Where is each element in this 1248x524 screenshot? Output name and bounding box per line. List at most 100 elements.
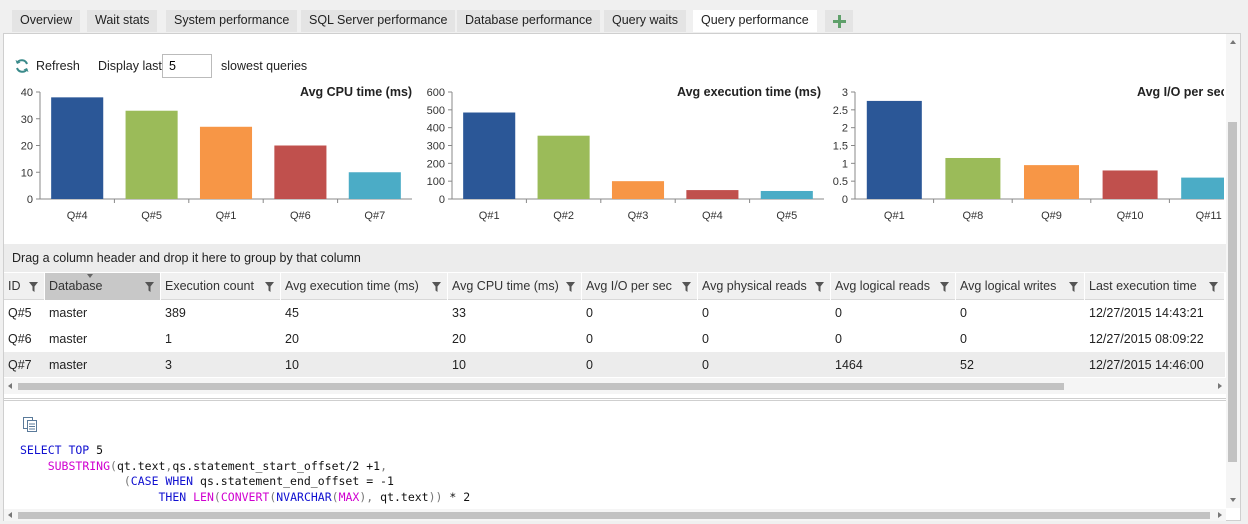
- display-count-input[interactable]: [162, 54, 212, 78]
- y-tick-label: 600: [427, 87, 445, 99]
- column-header-label: Execution count: [165, 279, 254, 293]
- tab-query-waits[interactable]: Query waits: [604, 10, 686, 32]
- bar-Q6[interactable]: [274, 145, 327, 200]
- refresh-button[interactable]: Refresh: [36, 59, 80, 73]
- table-cell: 0: [835, 306, 842, 320]
- bar-Q11[interactable]: [1181, 177, 1224, 199]
- sql-token: qs.statement_start_offset/2 +1: [172, 458, 381, 473]
- y-tick-label: 3: [842, 87, 848, 99]
- scroll-thumb[interactable]: [1228, 122, 1237, 462]
- bar-Q7[interactable]: [348, 172, 401, 199]
- table-cell: 20: [452, 332, 466, 346]
- filter-icon[interactable]: [815, 282, 824, 292]
- y-tick-label: 0: [439, 194, 445, 206]
- bar-Q5[interactable]: [760, 190, 813, 199]
- tab-overview[interactable]: Overview: [12, 10, 81, 32]
- y-tick-label: 100: [427, 176, 445, 188]
- column-header-database[interactable]: Database: [45, 273, 161, 300]
- sql-token: (: [213, 489, 221, 504]
- x-tick-label: Q#1: [216, 210, 237, 222]
- table-row[interactable]: Q#7 master 3 10 10 0 0 1464 52 12/27/2015 14:46:0…: [4, 352, 1225, 378]
- bar-Q8[interactable]: [945, 157, 1001, 199]
- sql-text-viewer[interactable]: SELECT TOP 5 SUBSTRING(qt.text,qs.statem…: [20, 443, 470, 505]
- bar-Q1[interactable]: [866, 100, 922, 199]
- column-header-avg-physical-reads[interactable]: Avg physical reads: [698, 273, 831, 300]
- table-cell: 0: [702, 332, 709, 346]
- column-header-execution-count[interactable]: Execution count: [161, 273, 281, 300]
- plus-icon[interactable]: [825, 10, 853, 32]
- tab-sql-server-performance[interactable]: SQL Server performance: [301, 10, 456, 32]
- group-by-panel[interactable]: Drag a column header and drop it here to…: [4, 244, 1240, 272]
- scroll-thumb[interactable]: [18, 383, 1064, 390]
- scroll-right-icon[interactable]: [1218, 383, 1222, 389]
- filter-icon[interactable]: [145, 282, 154, 292]
- column-header-avg-logical-reads[interactable]: Avg logical reads: [831, 273, 956, 300]
- x-tick-label: Q#8: [963, 210, 984, 222]
- filter-icon[interactable]: [940, 282, 949, 292]
- column-header-avg-execution-time-ms[interactable]: Avg execution time (ms): [281, 273, 448, 300]
- bar-Q2[interactable]: [537, 135, 590, 199]
- sql-token: qt.text: [116, 458, 166, 473]
- y-tick-label: 0: [842, 194, 848, 206]
- tab-wait-stats[interactable]: Wait stats: [87, 10, 158, 32]
- tab-query-performance[interactable]: Query performance: [693, 10, 817, 32]
- tab-system-performance[interactable]: System performance: [166, 10, 298, 32]
- filter-icon[interactable]: [566, 282, 575, 292]
- table-cell: 389: [165, 306, 186, 320]
- sql-token: [20, 459, 48, 473]
- column-header-id[interactable]: ID: [4, 273, 45, 300]
- sql-horizontal-scrollbar[interactable]: [4, 509, 1226, 521]
- chart-avg-io-per-sec-plot: 0 0.5 1 1.5 2 2.5 3 Q#1 Q#8 Q#9 Q#10 Q#11: [833, 87, 1224, 222]
- bar-Q10[interactable]: [1102, 170, 1158, 199]
- filter-icon[interactable]: [265, 282, 274, 292]
- scroll-left-icon[interactable]: [8, 383, 12, 389]
- column-header-avg-cpu-time-ms[interactable]: Avg CPU time (ms): [448, 273, 582, 300]
- x-tick-label: Q#2: [553, 210, 574, 222]
- sql-token: * 2: [442, 489, 471, 504]
- bar-Q4[interactable]: [51, 97, 104, 199]
- column-header-avg-i-o-per-sec[interactable]: Avg I/O per sec: [582, 273, 698, 300]
- tab-database-performance[interactable]: Database performance: [457, 10, 601, 32]
- chart-avg-execution-time: 0 100 200 300 400 500 600 Q#1 Q#2 Q#3 Q#4 Q#5 Avg e…: [416, 82, 828, 232]
- scroll-up-icon[interactable]: [1230, 40, 1236, 44]
- bar-Q5[interactable]: [125, 110, 178, 199]
- x-tick-label: Q#10: [1117, 210, 1144, 222]
- bar-Q1[interactable]: [199, 126, 253, 199]
- copy-icon[interactable]: [22, 416, 38, 432]
- query-grid: ID Database Execution count Avg execution t…: [4, 273, 1225, 378]
- table-cell: 0: [586, 358, 593, 372]
- scroll-down-icon[interactable]: [1230, 498, 1236, 502]
- filter-icon[interactable]: [682, 282, 691, 292]
- x-tick-label: Q#5: [141, 210, 162, 222]
- slowest-queries-label: slowest queries: [221, 59, 308, 73]
- table-cell: 45: [285, 306, 299, 320]
- y-tick-label: 2.5: [833, 105, 848, 117]
- bar-Q4[interactable]: [686, 190, 739, 199]
- column-header-last-execution-time[interactable]: Last execution time: [1085, 273, 1225, 300]
- splitter[interactable]: [4, 398, 1226, 401]
- grid-horizontal-scrollbar[interactable]: [4, 378, 1226, 394]
- scroll-thumb[interactable]: [18, 512, 1210, 519]
- sql-line: SUBSTRING(qt.text,qs.statement_start_off…: [20, 459, 470, 475]
- bar-Q9[interactable]: [1023, 165, 1080, 199]
- table-row[interactable]: Q#5 master 389 45 33 0 0 0 0 12/27/2015 14:43:21: [4, 300, 1225, 326]
- grid-header: ID Database Execution count Avg execution t…: [4, 273, 1225, 300]
- x-tick-label: Q#6: [290, 210, 311, 222]
- column-header-avg-logical-writes[interactable]: Avg logical writes: [956, 273, 1085, 300]
- scroll-left-icon[interactable]: [8, 512, 12, 518]
- filter-icon[interactable]: [1209, 282, 1218, 292]
- refresh-icon[interactable]: [14, 58, 30, 74]
- table-row[interactable]: Q#6 master 1 20 20 0 0 0 0 12/27/2015 08:09:22: [4, 326, 1225, 352]
- filter-icon[interactable]: [432, 282, 441, 292]
- bar-Q1[interactable]: [463, 112, 516, 199]
- scroll-right-icon[interactable]: [1218, 512, 1222, 518]
- sql-line: SELECT TOP 5: [20, 443, 470, 459]
- panel-vertical-scrollbar[interactable]: [1226, 34, 1240, 508]
- sql-token: ,: [380, 458, 388, 473]
- filter-icon[interactable]: [1069, 282, 1078, 292]
- filter-icon[interactable]: [29, 282, 38, 292]
- sort-descending-icon: [87, 274, 93, 278]
- sql-token: [20, 490, 158, 504]
- sql-token: SUBSTRING: [47, 458, 111, 473]
- bar-Q3[interactable]: [611, 181, 665, 199]
